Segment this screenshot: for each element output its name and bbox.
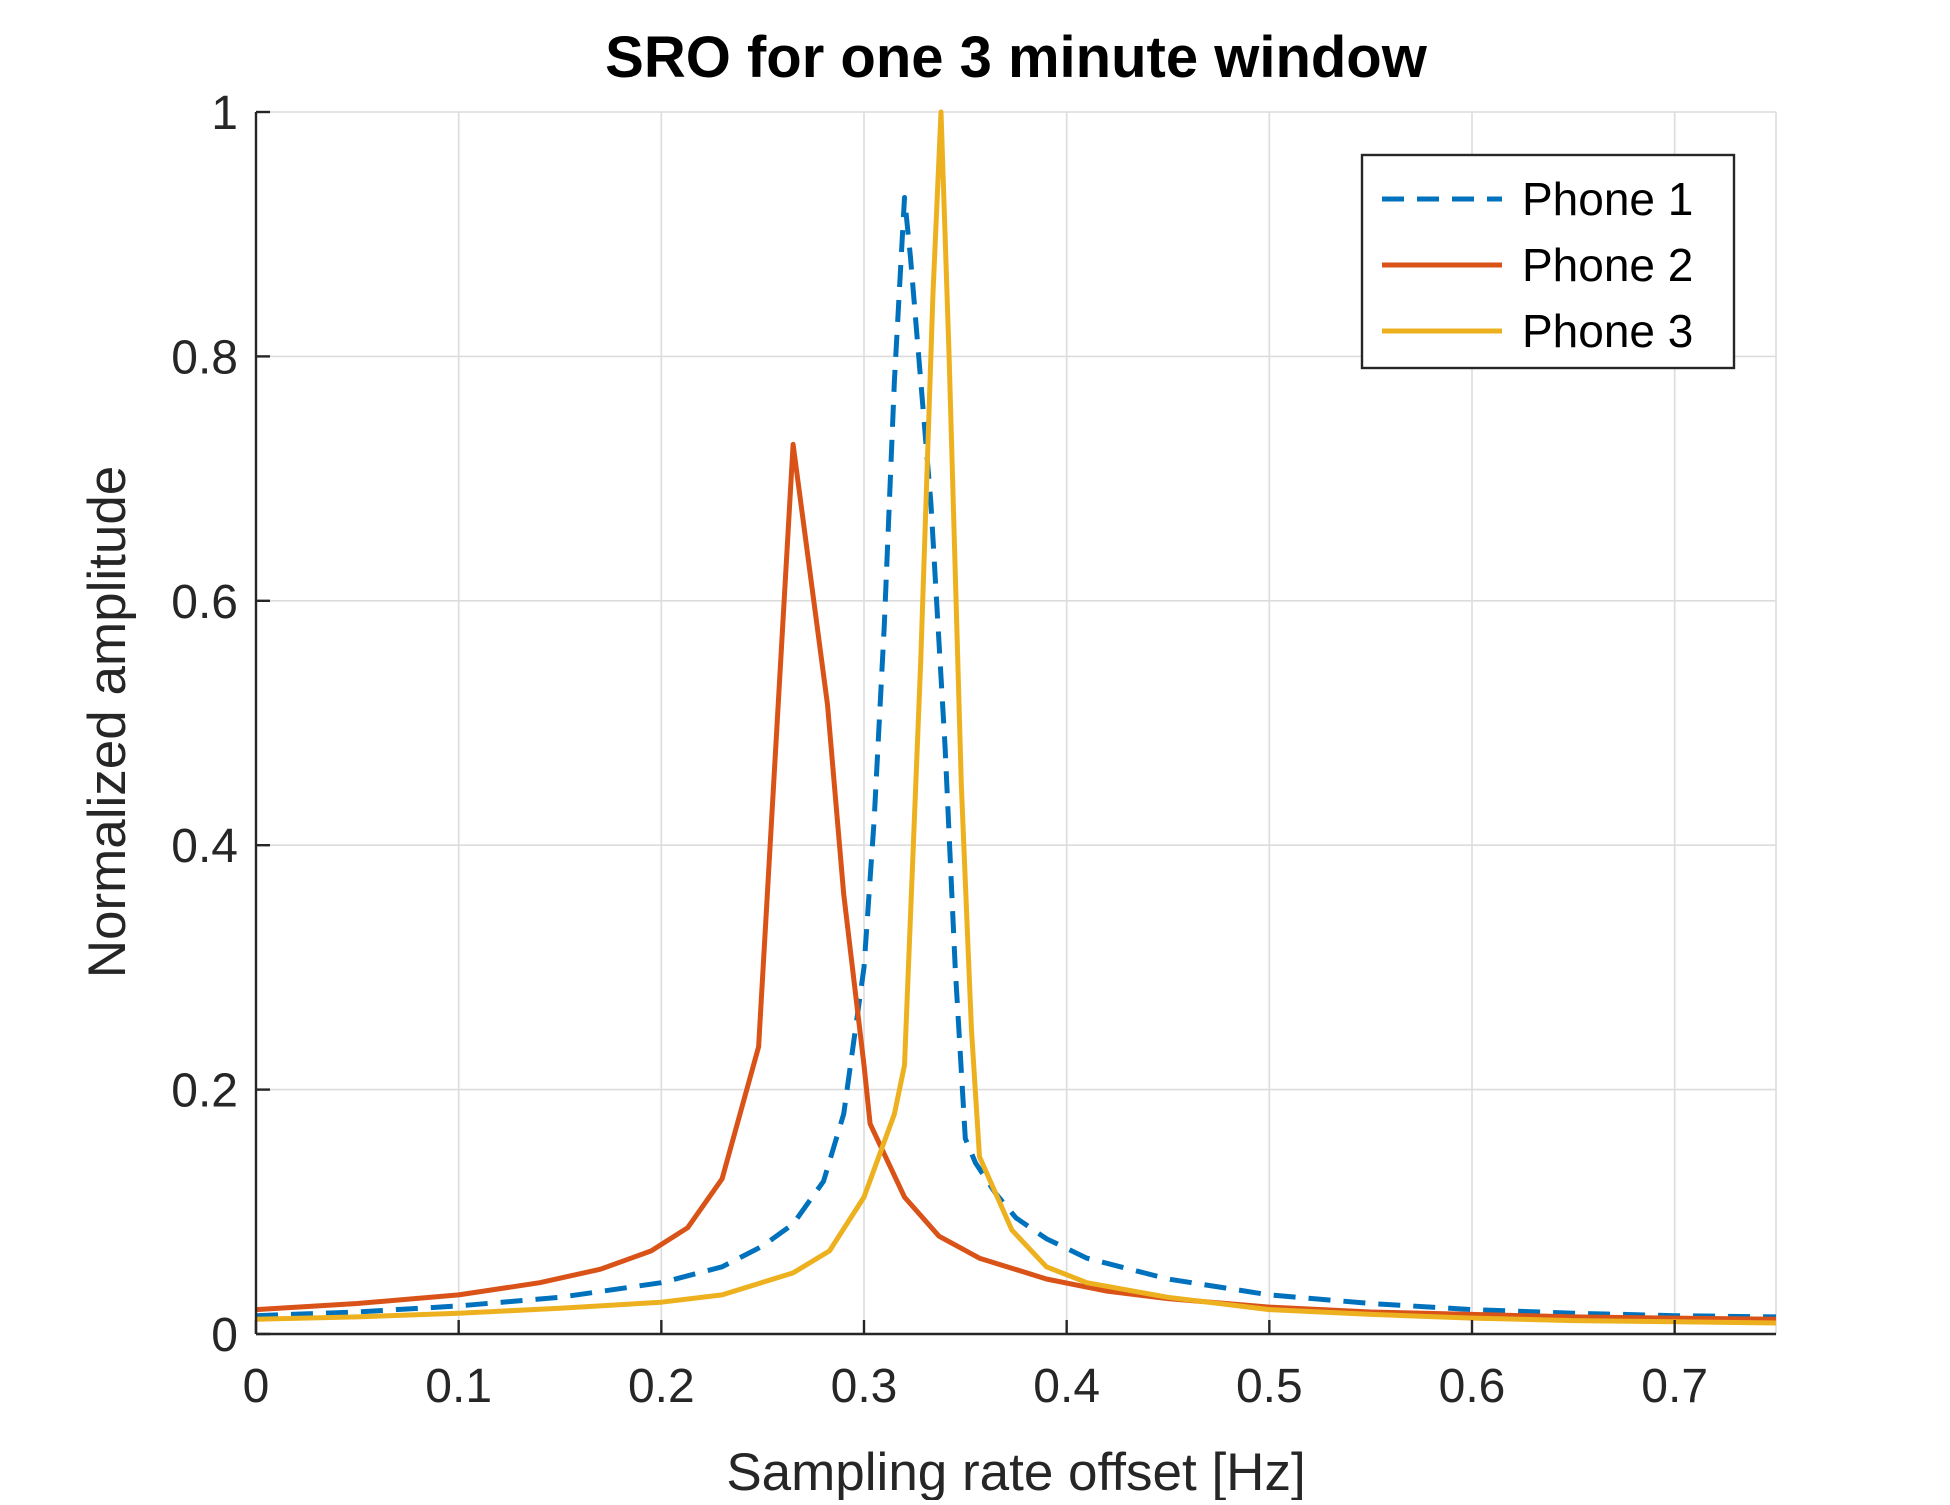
y-tick-label: 1 — [211, 87, 238, 140]
y-tick-label: 0 — [211, 1309, 238, 1362]
x-axis-label: Sampling rate offset [Hz] — [726, 1443, 1305, 1500]
legend-label-2: Phone 2 — [1522, 239, 1693, 291]
x-tick-label: 0.1 — [425, 1360, 492, 1413]
y-tick-label: 0.6 — [171, 576, 238, 629]
x-tick-label: 0.5 — [1236, 1360, 1303, 1413]
y-tick-label: 0.4 — [171, 820, 238, 873]
chart-title: SRO for one 3 minute window — [605, 25, 1428, 90]
x-tick-label: 0 — [243, 1360, 270, 1413]
legend-label-3: Phone 3 — [1522, 305, 1693, 357]
x-tick-label: 0.4 — [1033, 1360, 1100, 1413]
y-tick-labels: 0 0.2 0.4 0.6 0.8 1 — [171, 87, 238, 1362]
x-tick-label: 0.7 — [1641, 1360, 1708, 1413]
series-line-1 — [255, 195, 1777, 1320]
x-tick-labels: 0 0.1 0.2 0.3 0.4 0.5 0.6 0.7 — [243, 1360, 1708, 1413]
x-tick-label: 0.2 — [628, 1360, 695, 1413]
y-tick-label: 0.2 — [171, 1065, 238, 1118]
x-tick-label: 0.6 — [1439, 1360, 1506, 1413]
y-axis-label: Normalized amplitude — [78, 466, 137, 979]
axes — [254, 110, 1776, 1336]
legend-label-1: Phone 1 — [1522, 173, 1693, 225]
x-tick-label: 0.3 — [831, 1360, 898, 1413]
series-line-3 — [255, 109, 1777, 1326]
plot-series — [255, 109, 1777, 1326]
legend: Phone 1 Phone 2 Phone 3 — [1360, 153, 1736, 370]
y-tick-label: 0.8 — [171, 331, 238, 384]
